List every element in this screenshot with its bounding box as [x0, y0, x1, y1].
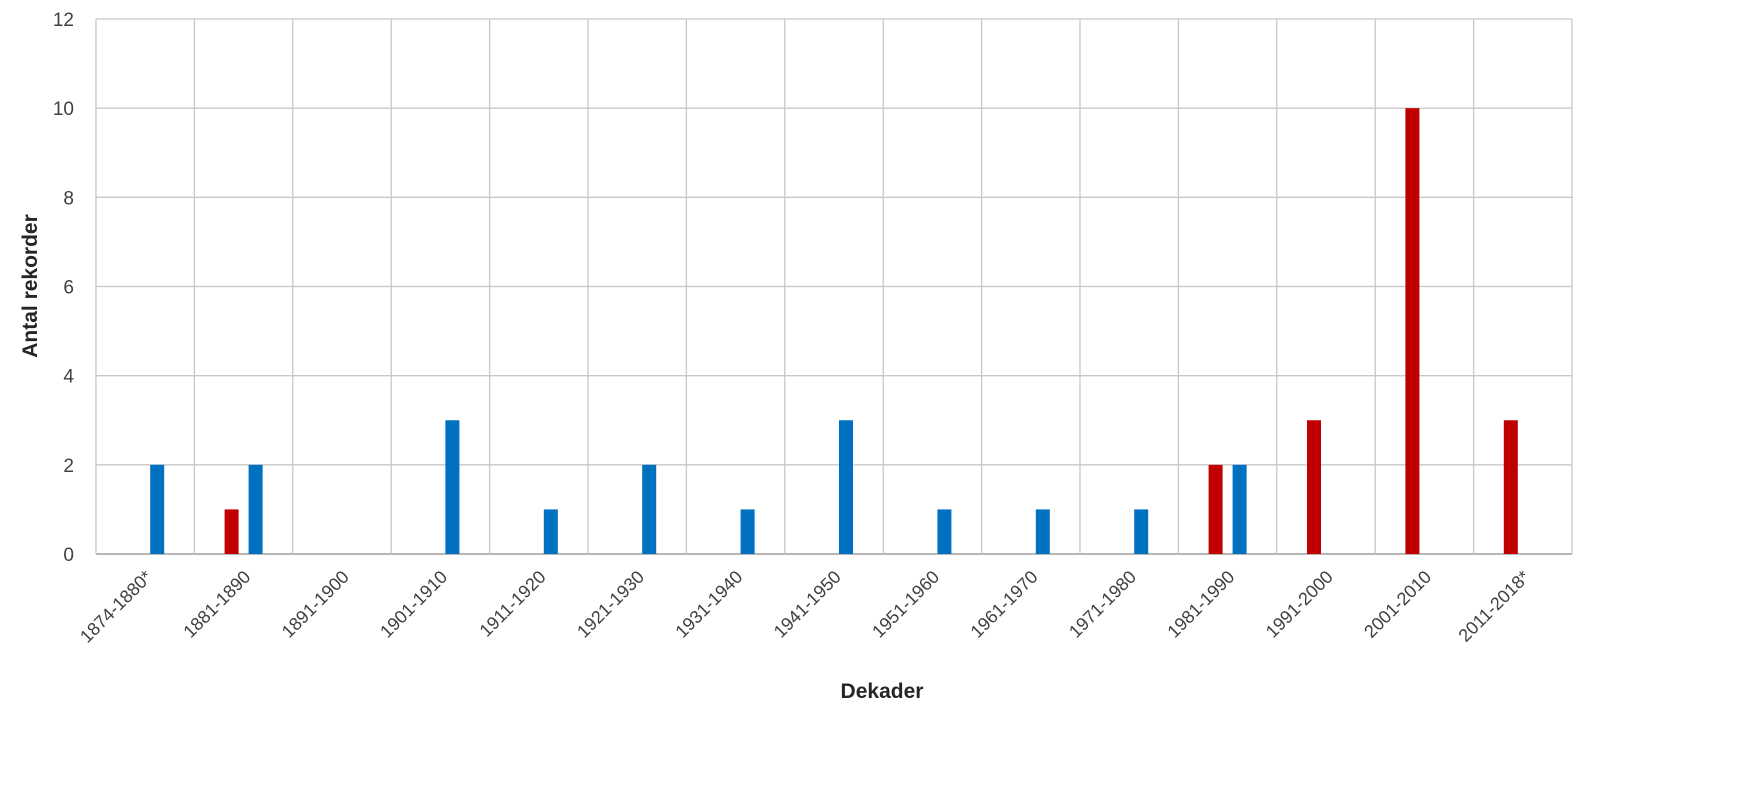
- bar: [1232, 464, 1247, 554]
- bar: [445, 420, 460, 554]
- x-axis-title: Dekader: [841, 680, 924, 703]
- x-tick-label: 1931-1940: [671, 567, 746, 642]
- bar: [1035, 509, 1050, 554]
- bars: [150, 108, 1518, 555]
- gridlines: [95, 18, 1573, 555]
- bar: [937, 509, 952, 554]
- x-tick-label: 1941-1950: [770, 567, 845, 642]
- bar: [543, 509, 558, 554]
- x-tick-label: 1911-1920: [476, 567, 550, 641]
- y-tick-label: 10: [53, 99, 74, 120]
- bar: [1208, 464, 1223, 554]
- x-tick-label: 1961-1970: [967, 567, 1042, 642]
- x-tick-label: 2001-2010: [1360, 567, 1435, 642]
- x-tick-label: 1891-1900: [278, 567, 353, 642]
- bar: [642, 464, 657, 554]
- bar: [150, 464, 165, 554]
- y-tick-label: 12: [53, 10, 74, 31]
- x-tick-labels: 1874-1880* 1881-1890 1891-1900 1901-1910 191…: [76, 567, 1534, 647]
- y-tick-label: 6: [63, 278, 74, 299]
- bar: [248, 464, 263, 554]
- x-tick-label: 1981-1990: [1163, 567, 1238, 642]
- y-tick-label: 0: [63, 545, 74, 566]
- x-tick-label: 1951-1960: [868, 567, 943, 642]
- bar: [1307, 420, 1321, 554]
- bar: [839, 420, 853, 554]
- y-tick-labels: 0 2 4 6 8 10 12: [53, 10, 75, 566]
- x-tick-label: 2011-2018*: [1455, 567, 1534, 646]
- x-tick-label: 1921-1930: [573, 567, 648, 642]
- bar: [224, 509, 239, 554]
- bar: [740, 509, 755, 554]
- x-tick-label: 1901-1910: [376, 567, 451, 642]
- bar: [1134, 509, 1149, 554]
- y-tick-label: 8: [63, 188, 74, 209]
- bar: [1405, 108, 1420, 555]
- y-tick-label: 2: [63, 456, 74, 477]
- y-tick-label: 4: [63, 367, 74, 388]
- y-axis-title: Antal rekorder: [19, 214, 42, 358]
- x-tick-label: 1874-1880*: [76, 567, 156, 647]
- bar: [1503, 420, 1518, 554]
- x-tick-label: 1991-2000: [1262, 567, 1337, 642]
- x-tick-label: 1881-1890: [179, 567, 254, 642]
- x-tick-label: 1971-1980: [1065, 567, 1140, 642]
